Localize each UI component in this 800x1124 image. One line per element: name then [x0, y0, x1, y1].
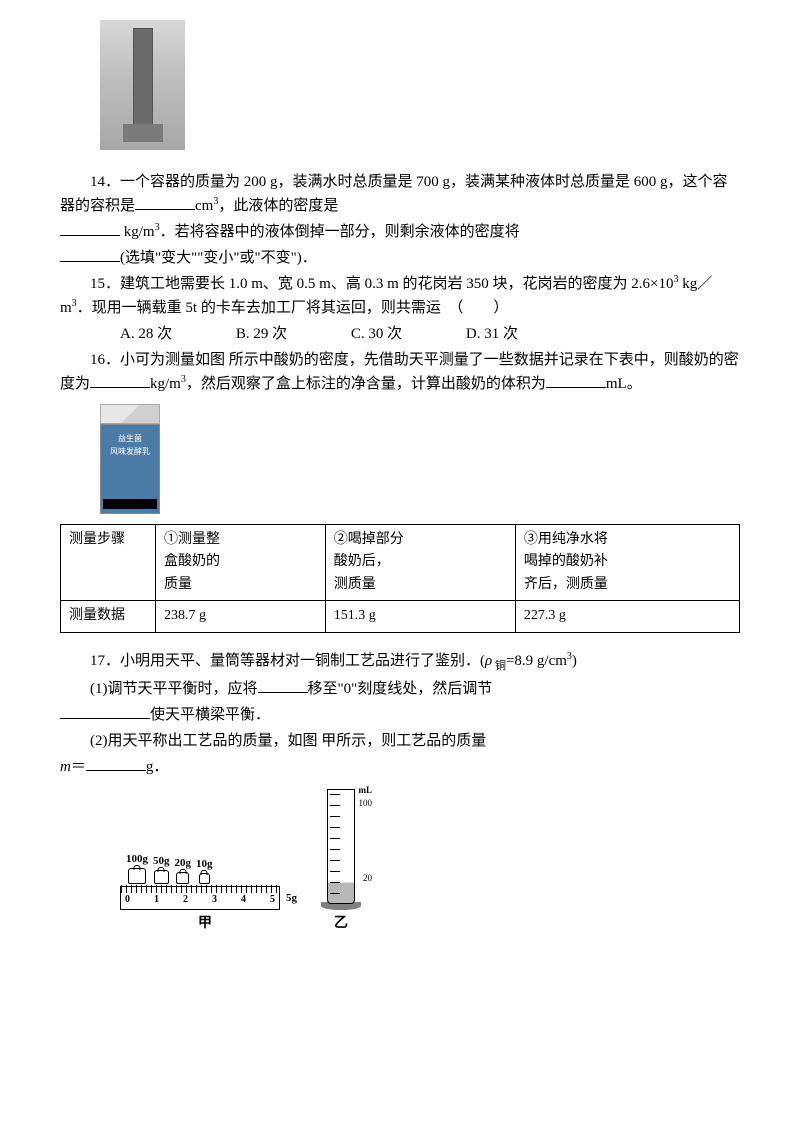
h2a: ①测量整 — [164, 532, 220, 547]
th-step2: ②喝掉部分 酸奶后， 测质量 — [325, 525, 515, 601]
q17-blank3 — [86, 770, 146, 771]
q14-blank2 — [60, 235, 120, 236]
th-step1: ①测量整 盒酸奶的 质量 — [156, 525, 326, 601]
opt-c: C. 30 次 — [351, 322, 402, 346]
label-a: 甲 — [120, 913, 290, 935]
q17-text: 17．小明用天平、量筒等器材对一铜制工艺品进行了鉴别．(ρ 铜=8.9 g/cm… — [60, 649, 740, 676]
r4: 4 — [241, 892, 246, 908]
td-datalabel: 测量数据 — [61, 601, 156, 632]
q14-text3: (选填"变大""变小"或"不变")． — [60, 246, 740, 270]
yogurt-label1: 益生菌 — [101, 433, 159, 446]
q17-blank2 — [60, 718, 150, 719]
cyl-body: 100 20 — [327, 789, 355, 904]
m: m — [60, 759, 71, 775]
q16-blank1 — [90, 387, 150, 388]
opt-b: B. 29 次 — [236, 322, 287, 346]
q17-p2c: g． — [146, 759, 169, 775]
q14-d: (选填"变大""变小"或"不变")． — [120, 250, 317, 266]
q16-unit2: mL。 — [606, 376, 642, 392]
cyl-20: 20 — [363, 871, 372, 885]
weights: 100g 50g 20g 10g — [120, 851, 290, 885]
q17-p1b: 移至"0"刻度线处，然后调节 — [308, 681, 493, 697]
figure-a: 100g 50g 20g 10g 0 1 2 3 4 5 5g 甲 — [120, 851, 290, 936]
r0: 0 — [125, 892, 130, 908]
q16-blank2 — [546, 387, 606, 388]
q14-unit2: kg/m — [120, 224, 155, 240]
figure-b: mL 100 20 乙 — [320, 789, 362, 935]
q17-p2a: (2)用天平称出工艺品的质量，如图 甲所示，则工艺品的质量 — [90, 733, 486, 749]
th-step3: ③用纯净水将 喝掉的酸奶补 齐后，测质量 — [515, 525, 739, 601]
q15-c: ．现用一辆载重 5t 的卡车去加工厂将其运回，则共需运 （ ） — [77, 300, 509, 316]
q17-blank1 — [258, 692, 308, 693]
h4b: 喝掉的酸奶补 — [524, 554, 608, 569]
yogurt-label2: 风味发酵乳 — [101, 446, 159, 459]
h4a: ③用纯净水将 — [524, 532, 608, 547]
cyl-100: 100 — [359, 796, 373, 810]
label-b: 乙 — [320, 913, 362, 935]
q14-blank3 — [60, 261, 120, 262]
weight-50: 50g — [153, 853, 170, 885]
opt-d: D. 31 次 — [466, 322, 518, 346]
r1: 1 — [154, 892, 159, 908]
q16-unit1: kg/m — [150, 376, 181, 392]
w2-icon — [154, 870, 169, 884]
yogurt-image: 益生菌 风味发酵乳 — [100, 404, 160, 514]
q17-eq: ＝ — [71, 759, 86, 775]
q17-p2b: m＝ g． — [60, 755, 740, 779]
q17-p1: (1)调节天平平衡时，应将 移至"0"刻度线处，然后调节 — [60, 677, 740, 701]
yogurt-top — [100, 404, 160, 424]
h3a: ②喝掉部分 — [334, 532, 404, 547]
q14-b: ，此液体的密度是 — [218, 198, 338, 214]
yogurt-body: 益生菌 风味发酵乳 — [100, 424, 160, 514]
monument-image — [100, 20, 185, 150]
balance-image: 100g 50g 20g 10g 0 1 2 3 4 5 5g — [120, 851, 290, 911]
q15-a: 15．建筑工地需要长 1.0 m、宽 0.5 m、高 0.3 m 的花岗岩 35… — [90, 276, 673, 292]
weight-20: 20g — [175, 855, 192, 885]
r3: 3 — [212, 892, 217, 908]
table-row: 测量步骤 ①测量整 盒酸奶的 质量 ②喝掉部分 酸奶后， 测质量 ③用纯净水将 … — [61, 525, 740, 601]
r2: 2 — [183, 892, 188, 908]
rho-sub: 铜 — [492, 660, 506, 672]
h2b: 盒酸奶的 — [164, 554, 220, 569]
opt-a: A. 28 次 — [120, 322, 172, 346]
td-d2: 151.3 g — [325, 601, 515, 632]
q17-b: =8.9 g/cm — [506, 653, 567, 669]
data-table: 测量步骤 ①测量整 盒酸奶的 质量 ②喝掉部分 酸奶后， 测质量 ③用纯净水将 … — [60, 524, 740, 633]
q15-options: A. 28 次 B. 29 次 C. 30 次 D. 31 次 — [60, 322, 740, 346]
cylinder-image: mL 100 20 — [320, 789, 362, 910]
h2c: 质量 — [164, 577, 192, 592]
w4-icon — [199, 873, 210, 884]
q14-text: 14．一个容器的质量为 200 g，装满水时总质量是 700 g，装满某种液体时… — [60, 170, 740, 218]
weight-100: 100g — [126, 851, 148, 885]
q17-p1a: (1)调节天平平衡时，应将 — [90, 681, 258, 697]
q15-text: 15．建筑工地需要长 1.0 m、宽 0.5 m、高 0.3 m 的花岗岩 35… — [60, 272, 740, 320]
cyl-ticks — [330, 794, 340, 899]
q14-text2: kg/m3．若将容器中的液体倒掉一部分，则剩余液体的密度将 — [60, 220, 740, 244]
q17-p1c: 使天平横梁平衡． — [60, 703, 740, 727]
q17-p2: (2)用天平称出工艺品的质量，如图 甲所示，则工艺品的质量 — [60, 729, 740, 753]
td-d3: 227.3 g — [515, 601, 739, 632]
h3c: 测质量 — [334, 577, 376, 592]
figures: 100g 50g 20g 10g 0 1 2 3 4 5 5g 甲 mL 100 — [120, 789, 740, 935]
table-row: 测量数据 238.7 g 151.3 g 227.3 g — [61, 601, 740, 632]
r5: 5 — [270, 892, 275, 908]
rg: 5g — [286, 890, 297, 908]
q14-blank1 — [135, 209, 195, 210]
weight-10: 10g — [196, 856, 213, 885]
th-steps: 测量步骤 — [61, 525, 156, 601]
q17-c: ) — [572, 653, 577, 669]
td-d1: 238.7 g — [156, 601, 326, 632]
ruler: 0 1 2 3 4 5 5g — [120, 886, 280, 910]
q16-b: ，然后观察了盒上标注的净含量，计算出酸奶的体积为 — [186, 376, 546, 392]
w3-icon — [176, 872, 189, 884]
q17-a: 17．小明用天平、量筒等器材对一铜制工艺品进行了鉴别．( — [90, 653, 485, 669]
h4c: 齐后，测质量 — [524, 577, 608, 592]
q14-unit1: cm — [195, 198, 213, 214]
q16-text: 16．小可为测量如图 所示中酸奶的密度，先借助天平测量了一些数据并记录在下表中，… — [60, 348, 740, 396]
q14-a: 14．一个容器的质量为 200 g，装满水时总质量是 700 g，装满某种液体时… — [60, 174, 728, 214]
h3b: 酸奶后， — [334, 554, 390, 569]
q14-c: ．若将容器中的液体倒掉一部分，则剩余液体的密度将 — [160, 224, 520, 240]
q17-p1c-t: 使天平横梁平衡． — [150, 707, 270, 723]
w1-icon — [128, 868, 146, 884]
